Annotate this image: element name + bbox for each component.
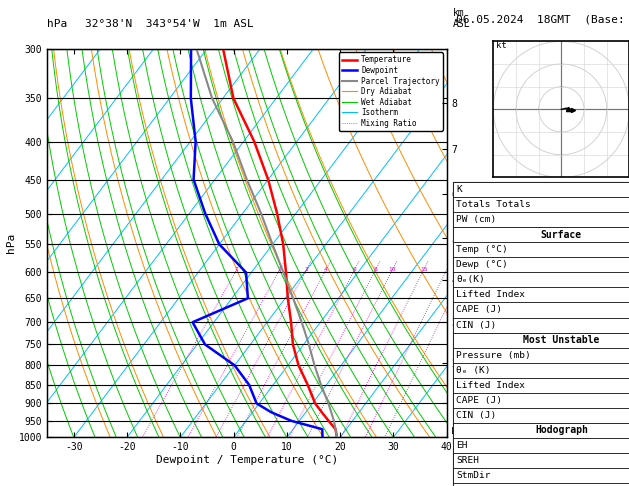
Text: CIN (J): CIN (J) <box>456 411 496 420</box>
Text: © weatheronline.co.uk: © weatheronline.co.uk <box>453 472 565 481</box>
Text: 4: 4 <box>324 267 328 272</box>
Text: CAPE (J): CAPE (J) <box>456 306 502 314</box>
Text: Lifted Index: Lifted Index <box>456 291 525 299</box>
Text: CAPE (J): CAPE (J) <box>456 396 502 405</box>
Text: Hodograph: Hodograph <box>535 426 588 435</box>
Text: Most Unstable: Most Unstable <box>523 335 599 345</box>
Text: EH: EH <box>456 441 467 450</box>
Text: hPa: hPa <box>47 19 67 29</box>
Text: 06.05.2024  18GMT  (Base: 18): 06.05.2024 18GMT (Base: 18) <box>456 15 629 25</box>
Text: LCL: LCL <box>450 427 467 436</box>
Text: CIN (J): CIN (J) <box>456 321 496 330</box>
Text: Totals Totals: Totals Totals <box>456 200 531 209</box>
Y-axis label: hPa: hPa <box>6 233 16 253</box>
Text: K: K <box>456 185 462 194</box>
Text: 2: 2 <box>278 267 282 272</box>
Text: Dewp (°C): Dewp (°C) <box>456 260 508 269</box>
Text: θₑ (K): θₑ (K) <box>456 366 491 375</box>
Text: Lifted Index: Lifted Index <box>456 381 525 390</box>
Y-axis label: km
ASL: km ASL <box>460 234 482 252</box>
X-axis label: Dewpoint / Temperature (°C): Dewpoint / Temperature (°C) <box>156 455 338 465</box>
Text: 6: 6 <box>353 267 357 272</box>
Text: StmDir: StmDir <box>456 471 491 480</box>
Text: 32°38'N  343°54'W  1m ASL: 32°38'N 343°54'W 1m ASL <box>85 19 253 29</box>
Text: 10: 10 <box>389 267 396 272</box>
Text: Pressure (mb): Pressure (mb) <box>456 351 531 360</box>
Text: kt: kt <box>496 41 506 50</box>
Text: 3: 3 <box>304 267 308 272</box>
Text: km
ASL: km ASL <box>453 8 470 29</box>
Legend: Temperature, Dewpoint, Parcel Trajectory, Dry Adiabat, Wet Adiabat, Isotherm, Mi: Temperature, Dewpoint, Parcel Trajectory… <box>339 52 443 131</box>
Text: 8: 8 <box>374 267 377 272</box>
Text: PW (cm): PW (cm) <box>456 215 496 224</box>
Text: SREH: SREH <box>456 456 479 465</box>
Text: 15: 15 <box>420 267 428 272</box>
Text: Temp (°C): Temp (°C) <box>456 245 508 254</box>
Text: Surface: Surface <box>541 230 582 240</box>
Text: 1: 1 <box>235 267 238 272</box>
Text: θₑ(K): θₑ(K) <box>456 276 485 284</box>
